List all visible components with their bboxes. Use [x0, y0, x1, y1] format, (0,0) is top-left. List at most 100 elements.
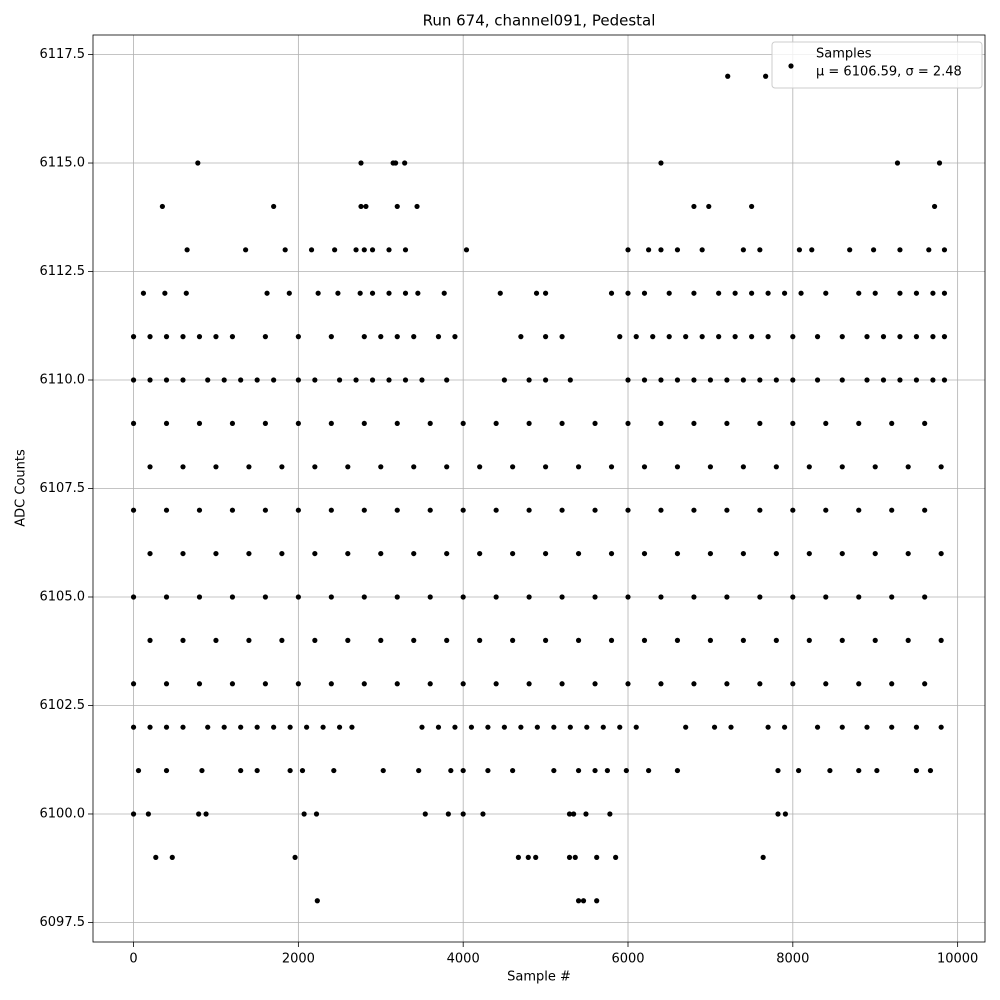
- data-point: [728, 724, 734, 730]
- data-point: [130, 724, 137, 730]
- data-point: [856, 594, 862, 600]
- data-point: [295, 420, 301, 427]
- data-point: [913, 724, 920, 730]
- data-point: [313, 811, 320, 817]
- data-point: [740, 377, 746, 383]
- data-point: [526, 420, 532, 427]
- data-point: [427, 507, 433, 513]
- data-point: [328, 681, 334, 687]
- data-point: [773, 550, 779, 557]
- data-point: [798, 290, 804, 296]
- data-point: [332, 247, 338, 253]
- data-point: [262, 681, 269, 687]
- data-point: [763, 73, 769, 79]
- data-point: [295, 681, 301, 687]
- data-point: [394, 594, 400, 600]
- data-point: [163, 724, 170, 730]
- data-point: [847, 247, 853, 253]
- data-point: [625, 594, 631, 600]
- data-point: [402, 247, 409, 253]
- data-point: [163, 334, 170, 340]
- data-point: [477, 550, 483, 557]
- y-tick-label: 6112.5: [40, 264, 86, 279]
- data-point: [641, 550, 648, 557]
- data-point: [775, 767, 781, 774]
- data-point: [452, 334, 458, 340]
- data-point: [145, 811, 151, 817]
- data-point: [180, 377, 186, 383]
- data-point: [169, 854, 175, 860]
- data-point: [130, 811, 137, 817]
- data-point: [889, 681, 895, 687]
- data-point: [205, 724, 211, 730]
- data-point: [279, 464, 285, 470]
- data-point: [938, 550, 944, 557]
- data-point: [394, 681, 400, 687]
- data-point: [592, 420, 598, 427]
- data-point: [163, 681, 170, 687]
- data-point: [724, 377, 730, 383]
- data-point: [199, 767, 205, 774]
- data-point: [559, 681, 565, 687]
- data-point: [361, 681, 367, 687]
- data-point: [894, 160, 901, 166]
- data-point: [282, 247, 288, 253]
- data-point: [790, 507, 796, 513]
- data-point: [699, 334, 705, 340]
- data-point: [641, 637, 648, 643]
- data-point: [262, 420, 269, 427]
- data-point: [361, 507, 367, 513]
- data-point: [497, 290, 503, 296]
- data-point: [246, 550, 252, 557]
- x-tick-label: 6000: [611, 952, 644, 967]
- data-point: [625, 507, 631, 513]
- data-point: [707, 637, 714, 643]
- data-point: [625, 377, 631, 383]
- data-point: [130, 681, 137, 687]
- data-point: [335, 290, 341, 296]
- data-point: [691, 507, 697, 513]
- data-point: [839, 334, 845, 340]
- data-point: [790, 681, 796, 687]
- data-point: [533, 290, 540, 296]
- data-point: [926, 247, 932, 253]
- data-point: [864, 334, 870, 340]
- data-point: [163, 594, 170, 600]
- data-point: [691, 420, 697, 427]
- data-point: [331, 767, 337, 774]
- data-point: [566, 854, 573, 860]
- data-point: [716, 290, 722, 296]
- data-point: [271, 724, 277, 730]
- data-point: [287, 767, 293, 774]
- data-point: [559, 594, 565, 600]
- data-point: [180, 334, 186, 340]
- data-point: [790, 594, 796, 600]
- data-point: [229, 507, 236, 513]
- data-point: [485, 767, 491, 774]
- data-point: [691, 377, 697, 383]
- data-point: [526, 681, 532, 687]
- data-point: [922, 681, 928, 687]
- data-point: [913, 767, 920, 774]
- data-point: [414, 203, 420, 210]
- data-point: [501, 377, 507, 383]
- data-point: [163, 767, 170, 774]
- data-point: [732, 334, 738, 340]
- data-point: [345, 550, 351, 557]
- data-point: [460, 811, 466, 817]
- data-point: [130, 377, 137, 383]
- data-point: [658, 160, 664, 166]
- data-point: [938, 724, 944, 730]
- data-point: [740, 464, 746, 470]
- data-point: [229, 334, 236, 340]
- data-point: [229, 681, 236, 687]
- data-point: [238, 377, 244, 383]
- data-point: [740, 247, 746, 253]
- data-point: [534, 724, 540, 730]
- data-point: [806, 464, 812, 470]
- data-point: [444, 377, 450, 383]
- data-point: [369, 247, 376, 253]
- data-point: [221, 377, 227, 383]
- data-point: [299, 767, 306, 774]
